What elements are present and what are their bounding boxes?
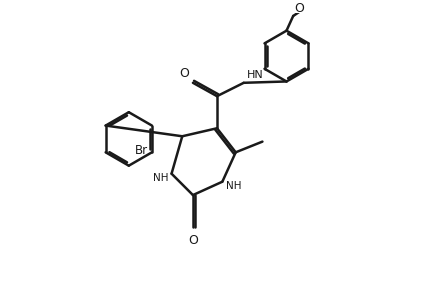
Text: O: O xyxy=(188,234,198,247)
Text: Br: Br xyxy=(135,144,148,157)
Text: O: O xyxy=(179,67,189,80)
Text: HN: HN xyxy=(247,70,263,80)
Text: NH: NH xyxy=(153,173,169,183)
Text: NH: NH xyxy=(227,181,242,191)
Text: O: O xyxy=(294,2,304,15)
